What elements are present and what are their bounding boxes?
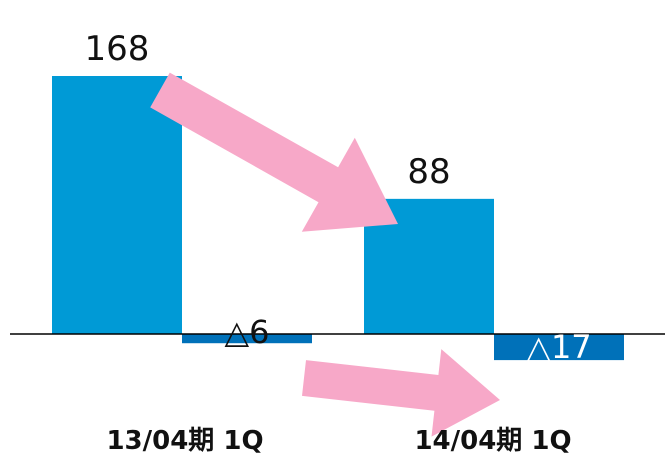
bar-1-1: [52, 76, 182, 334]
data-label-1-2: 88: [407, 152, 450, 192]
category-label-2: 14/04期 1Q: [414, 426, 571, 456]
arrow-down-icon-bottom: [302, 349, 500, 437]
labels-layer: 168 △6 88 △17: [85, 29, 592, 366]
category-label-1: 13/04期 1Q: [106, 426, 263, 456]
data-label-2-1: △6: [225, 313, 270, 351]
bar-2-2: [494, 334, 624, 361]
bars-layer: [52, 76, 624, 361]
arrows-layer: [150, 72, 500, 437]
arrow-down-icon-top: [150, 72, 398, 232]
category-labels: 13/04期 1Q 14/04期 1Q: [106, 426, 571, 456]
bar-2-1: [182, 334, 312, 344]
data-label-2-2: △17: [526, 328, 591, 366]
data-label-1-1: 168: [85, 29, 150, 69]
